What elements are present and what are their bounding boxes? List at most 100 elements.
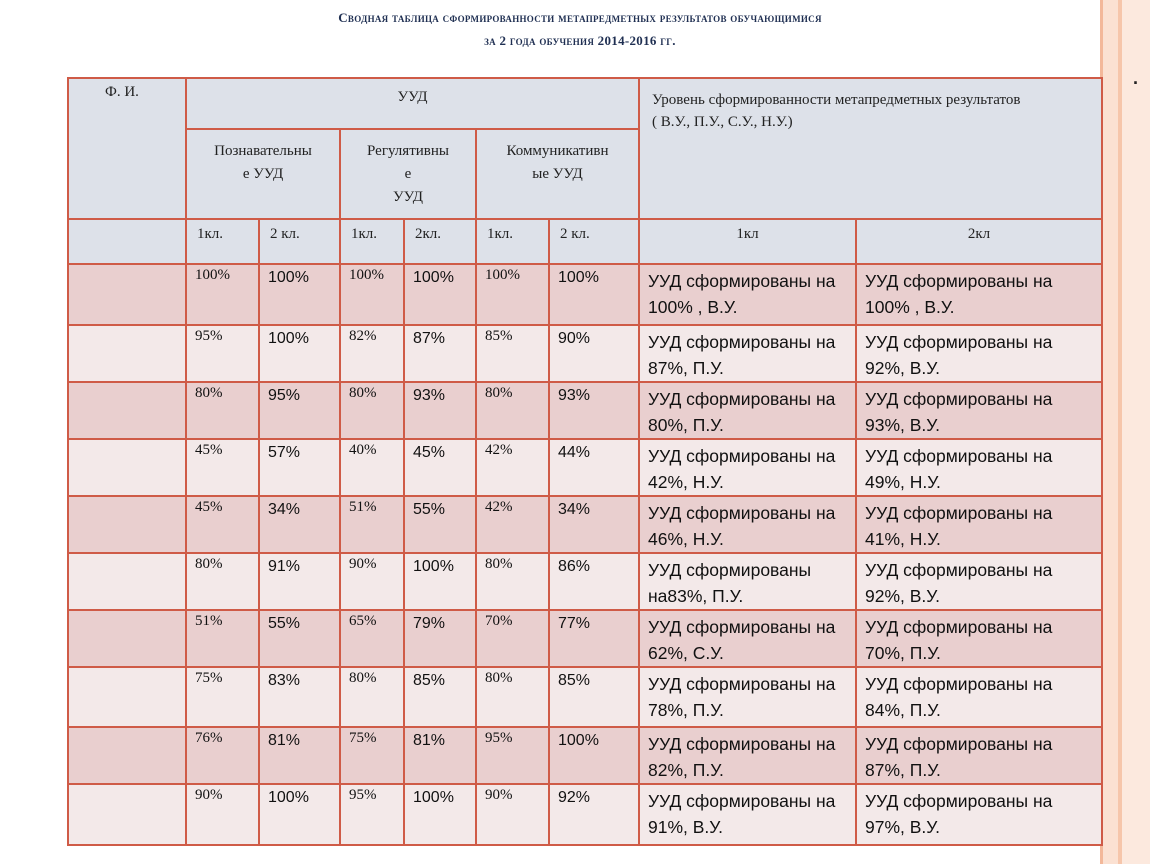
percent-cell: 80% [475,666,550,728]
level-cell-grade1: УУД сформированы на 80%, П.У. [638,381,857,440]
percent-cell: 100% [258,783,341,846]
level-cell-grade2: УУД сформированы на 87%, П.У. [854,726,1104,785]
fio-header: Ф. И. [67,77,187,220]
cognitive-uud-header: Познавательны е УУД [185,128,341,220]
group-line: е УУД [242,166,284,182]
group-line: Познавательны [214,143,312,159]
slide-title: Сводная таблица сформированности метапре… [60,6,1100,52]
header-row-3: 1кл. 2 кл. 1кл. 2кл. 1кл. 2 кл. 1кл 2кл [67,218,1104,265]
percent-cell: 100% [403,783,477,846]
percent-cell: 87% [403,324,477,383]
grade-label: 1кл. [475,218,550,265]
percent-cell: 80% [185,381,260,440]
percent-cell: 44% [548,438,640,497]
table-row: 45% 34% 51% 55% 42% 34% УУД сформированы на 46… [67,495,1104,554]
level-grade-label: 1кл [638,218,857,265]
percent-cell: 100% [548,726,640,785]
fio-cell [67,438,187,497]
percent-cell: 100% [548,263,640,326]
fio-cell [67,381,187,440]
table-row: 75% 83% 80% 85% 80% 85% УУД сформированы на 78… [67,666,1104,728]
level-header-text: Уровень сформированности метапредметных … [652,92,1021,108]
percent-cell: 42% [475,438,550,497]
percent-cell: 90% [339,552,405,611]
group-line: Регулятивны [367,143,449,159]
fio-cell [67,666,187,728]
percent-cell: 100% [475,263,550,326]
percent-cell: 70% [475,609,550,668]
level-cell-grade1: УУД сформированы на 100% , В.У. [638,263,857,326]
percent-cell: 90% [548,324,640,383]
results-table: Ф. И. УУД Уровень сформированности метап… [67,77,1104,846]
level-cell-grade2: УУД сформированы на 92%, В.У. [854,324,1104,383]
level-header-note: ( В.У., П.У., С.У., Н.У.) [652,114,793,130]
percent-cell: 85% [403,666,477,728]
fio-subheader [67,218,187,265]
table-row: 80% 95% 80% 93% 80% 93% УУД сформированы на 80… [67,381,1104,440]
percent-cell: 42% [475,495,550,554]
level-cell-grade1: УУД сформированы на83%, П.У. [638,552,857,611]
header-row-1: Ф. И. УУД Уровень сформированности метап… [67,77,1104,220]
percent-cell: 100% [185,263,260,326]
level-cell-grade1: УУД сформированы на 91%, В.У. [638,783,857,846]
percent-cell: 79% [403,609,477,668]
percent-cell: 80% [339,381,405,440]
percent-cell: 95% [258,381,341,440]
percent-cell: 95% [339,783,405,846]
group-line: ые УУД [532,166,583,182]
communicative-uud-header: Коммуникативн ые УУД [475,128,640,220]
percent-cell: 100% [258,324,341,383]
fio-cell [67,263,187,326]
level-cell-grade1: УУД сформированы на 42%, Н.У. [638,438,857,497]
percent-cell: 100% [403,263,477,326]
level-cell-grade2: УУД сформированы на 93%, В.У. [854,381,1104,440]
level-header: Уровень сформированности метапредметных … [637,77,1104,220]
fio-cell [67,495,187,554]
percent-cell: 57% [258,438,341,497]
percent-cell: 75% [339,726,405,785]
percent-cell: 91% [258,552,341,611]
percent-cell: 86% [548,552,640,611]
decorative-stripes [1098,0,1150,864]
percent-cell: 100% [403,552,477,611]
table-row: 90% 100% 95% 100% 90% 92% УУД сформированы на … [67,783,1104,846]
group-line: Коммуникативн [506,143,609,159]
percent-cell: 51% [339,495,405,554]
percent-cell: 45% [403,438,477,497]
percent-cell: 90% [185,783,260,846]
level-cell-grade1: УУД сформированы на 78%, П.У. [638,666,857,728]
percent-cell: 85% [548,666,640,728]
fio-cell [67,726,187,785]
percent-cell: 81% [258,726,341,785]
level-cell-grade2: УУД сформированы на 70%, П.У. [854,609,1104,668]
grade-label: 2 кл. [548,218,640,265]
percent-cell: 95% [475,726,550,785]
percent-cell: 100% [258,263,341,326]
percent-cell: 75% [185,666,260,728]
grade-label: 2 кл. [258,218,341,265]
title-line-2: за 2 года обучения 2014-2016 гг. [484,33,676,48]
percent-cell: 45% [185,438,260,497]
fio-cell [67,324,187,383]
percent-cell: 80% [475,552,550,611]
table-row: 100% 100% 100% 100% 100% 100% УУД сформированы… [67,263,1104,326]
percent-cell: 34% [258,495,341,554]
percent-cell: 34% [548,495,640,554]
uud-header: УУД [185,77,640,130]
percent-cell: 93% [548,381,640,440]
table-row: 80% 91% 90% 100% 80% 86% УУД сформированы на83… [67,552,1104,611]
grade-label: 2кл. [403,218,477,265]
percent-cell: 81% [403,726,477,785]
grade-label: 1кл. [339,218,405,265]
fio-cell [67,609,187,668]
level-cell-grade2: УУД сформированы на 49%, Н.У. [854,438,1104,497]
percent-cell: 51% [185,609,260,668]
level-cell-grade2: УУД сформированы на 92%, В.У. [854,552,1104,611]
percent-cell: 65% [339,609,405,668]
table-row: 76% 81% 75% 81% 95% 100% УУД сформированы на 8… [67,726,1104,785]
level-cell-grade2: УУД сформированы на 84%, П.У. [854,666,1104,728]
percent-cell: 95% [185,324,260,383]
percent-cell: 80% [185,552,260,611]
table-row: 45% 57% 40% 45% 42% 44% УУД сформированы на 42… [67,438,1104,497]
grade-label: 1кл. [185,218,260,265]
